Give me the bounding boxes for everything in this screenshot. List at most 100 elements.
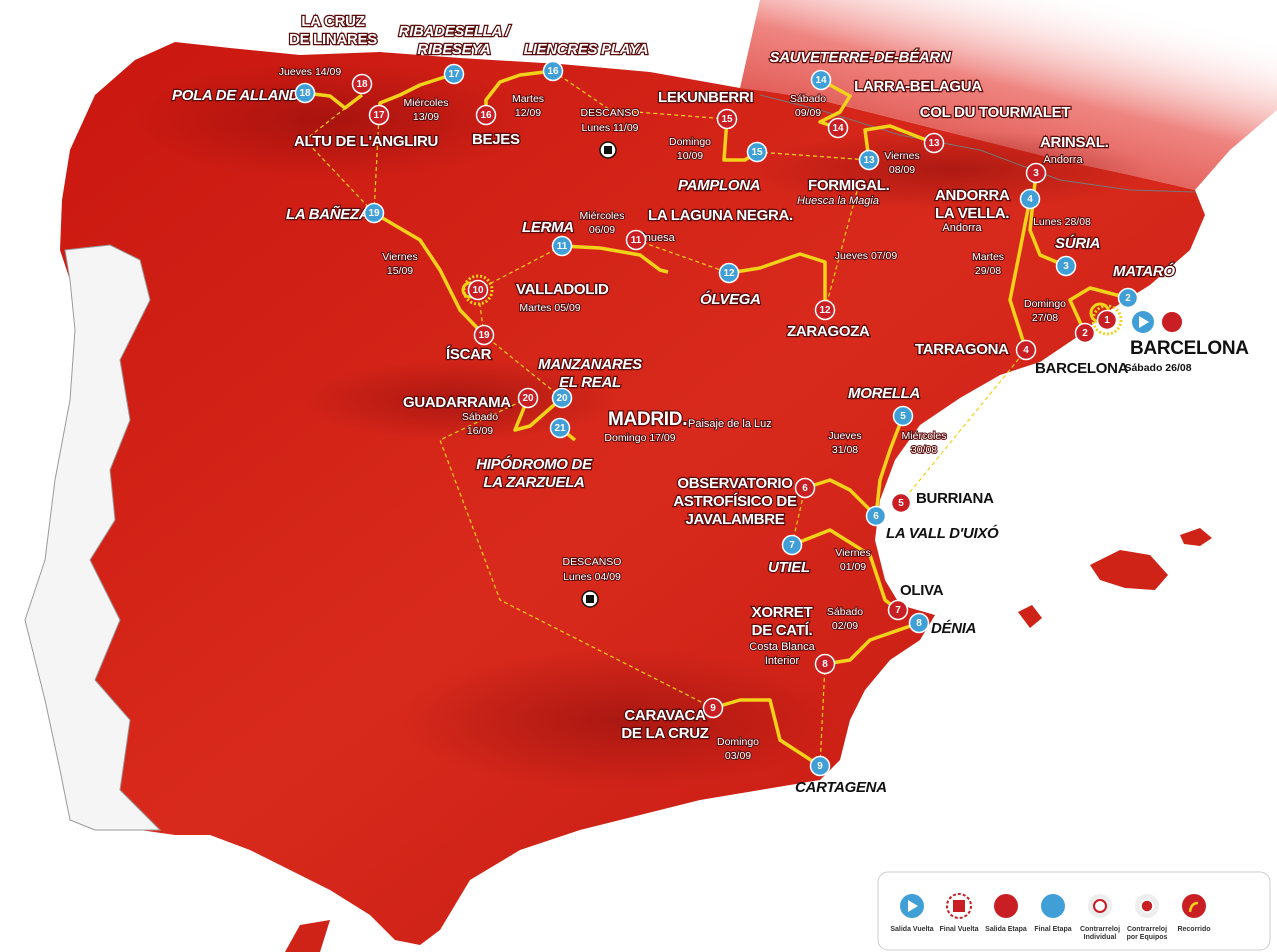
stage-marker	[443, 63, 465, 85]
place-name: RIBADESELLA /	[399, 23, 512, 40]
stage-date: Sábado 26/08	[1124, 362, 1191, 374]
stage-route	[791, 528, 900, 612]
stage-marker	[467, 279, 489, 301]
place-name: PAMPLONA	[678, 177, 760, 194]
stage-marker	[814, 299, 836, 321]
stage-date: 09/09	[795, 107, 821, 119]
place-name: LA ZARZUELA	[483, 474, 584, 491]
legend: Salida Vuelta Final Vuelta Salida Etapa Fin…	[877, 871, 1271, 951]
place-note: Paisaje de la Luz	[688, 418, 772, 430]
stage-number: 7	[789, 540, 795, 551]
stage-date: Miércoles	[404, 97, 449, 109]
transfer-route	[373, 114, 380, 214]
stage-marker	[923, 132, 945, 154]
stage-date: 01/09	[840, 561, 866, 573]
stage-marker	[810, 69, 832, 91]
stage-route	[874, 415, 905, 517]
stage-number: 16	[547, 66, 559, 77]
stage-date: Domingo	[717, 736, 759, 748]
place-name: LA CRUZ	[301, 13, 364, 30]
legend-label: Salida Etapa	[985, 926, 1027, 933]
stage-number: 9	[817, 761, 823, 772]
stage-date: 31/08	[832, 444, 858, 456]
stage-number: 4	[1023, 345, 1029, 356]
stage-marker	[351, 73, 373, 95]
stage-number: 16	[480, 110, 492, 121]
rest-date: Lunes 11/09	[581, 122, 638, 134]
place-name: MORELLA	[848, 385, 920, 402]
stage-number: 21	[554, 423, 566, 434]
stage-number: 19	[478, 330, 490, 341]
place-name: ASTROFÍSICO DE	[673, 493, 797, 510]
legend-label: Final Vuelta	[939, 926, 978, 933]
legend-icon	[908, 900, 918, 912]
stage-route	[804, 478, 878, 518]
stage-number: 7	[895, 605, 901, 616]
stage-marker	[865, 505, 887, 527]
stage-date: 27/08	[1032, 312, 1058, 324]
stage-date: Jueves 14/09	[279, 66, 342, 78]
stage-number: 5	[898, 498, 904, 509]
stage-marker	[473, 324, 495, 346]
stage-number: 5	[900, 411, 906, 422]
portugal	[24, 244, 162, 831]
place-name: BARCELONA	[1130, 338, 1249, 359]
place-name: CARAVACA	[624, 707, 706, 724]
place-name: HIPÓDROMO DE	[476, 455, 593, 473]
stage-route	[818, 78, 852, 130]
tt-ring	[1091, 304, 1123, 336]
place-name: POLA DE ALLANDE	[172, 87, 310, 104]
stage-date: 06/09	[589, 224, 615, 236]
stage-marker	[702, 697, 724, 719]
place-name: CARTAGENA	[795, 779, 887, 796]
transfer-route	[819, 663, 826, 767]
stage-number: 2	[1125, 293, 1131, 304]
stage-marker	[794, 477, 816, 499]
place-name: MATARÓ	[1113, 262, 1175, 280]
legend-icon	[994, 894, 1018, 918]
stage-marker	[1074, 322, 1096, 344]
place-name: MANZANARES	[538, 356, 642, 373]
legend-label: Individual	[1084, 934, 1117, 941]
place-name: VALLADOLID	[516, 281, 609, 298]
stage-date: Sábado	[827, 606, 863, 618]
place-name: JAVALAMBRE	[686, 511, 785, 528]
place-name: LIENCRES PLAYA	[524, 41, 648, 58]
legend-label: Salida Vuelta	[890, 926, 933, 933]
stage-route	[712, 698, 821, 768]
stage-number: 19	[368, 208, 380, 219]
legend-label: Contrarreloj	[1127, 926, 1167, 933]
stage-date: Sábado	[790, 93, 826, 105]
place-name: LA VALL D'UIXÓ	[886, 524, 999, 542]
stage-marker	[551, 235, 573, 257]
stage-number: 8	[916, 618, 922, 629]
stage-marker	[887, 599, 909, 621]
stage-marker	[549, 417, 571, 439]
stage-number: 18	[299, 88, 311, 99]
place-name: COL DU TOURMALET	[920, 104, 1071, 121]
stage-date: 03/09	[725, 750, 751, 762]
stage-date: Jueves	[828, 430, 861, 442]
stage-number: 11	[557, 241, 568, 252]
place-name: ÓLVEGA	[700, 290, 761, 308]
place-name: LERMA	[522, 219, 574, 236]
stage-number: 20	[522, 393, 534, 404]
transfer-route	[635, 239, 730, 274]
place-name: ALTU DE L'ANGLIRU	[294, 133, 438, 150]
legend-icon	[1041, 894, 1065, 918]
place-name: LA BAÑEZA	[286, 205, 369, 223]
stage-number: 17	[448, 69, 460, 80]
transfer-route	[900, 349, 1027, 504]
stage-marker	[1015, 339, 1037, 361]
stage-marker	[890, 492, 912, 514]
stage-date: Jueves 07/09	[835, 250, 898, 262]
stage-route	[728, 252, 827, 310]
stage-route	[824, 621, 920, 666]
place-name: RIBESEYA	[417, 41, 490, 58]
france	[740, 0, 1277, 190]
stage-number: 14	[832, 123, 844, 134]
transfer-route	[756, 151, 870, 161]
stage-marker	[517, 387, 539, 409]
place-name: BARCELONA	[1035, 360, 1129, 377]
